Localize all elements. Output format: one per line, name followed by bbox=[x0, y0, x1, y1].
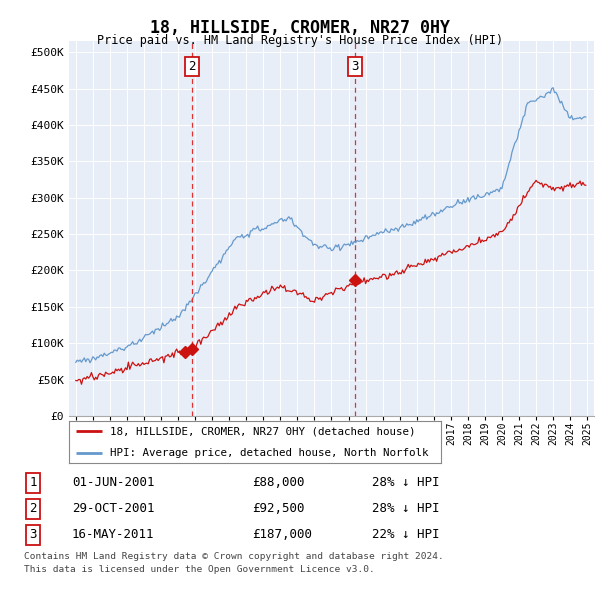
Text: 18, HILLSIDE, CROMER, NR27 0HY (detached house): 18, HILLSIDE, CROMER, NR27 0HY (detached… bbox=[110, 427, 415, 436]
Text: £187,000: £187,000 bbox=[252, 528, 312, 541]
Text: Price paid vs. HM Land Registry's House Price Index (HPI): Price paid vs. HM Land Registry's House … bbox=[97, 34, 503, 47]
Text: 18, HILLSIDE, CROMER, NR27 0HY: 18, HILLSIDE, CROMER, NR27 0HY bbox=[150, 19, 450, 37]
Text: 22% ↓ HPI: 22% ↓ HPI bbox=[372, 528, 439, 541]
Text: 01-JUN-2001: 01-JUN-2001 bbox=[72, 476, 155, 489]
Text: 16-MAY-2011: 16-MAY-2011 bbox=[72, 528, 155, 541]
Text: 3: 3 bbox=[351, 60, 359, 73]
Text: 2: 2 bbox=[29, 502, 37, 515]
Text: 3: 3 bbox=[29, 528, 37, 541]
Text: 29-OCT-2001: 29-OCT-2001 bbox=[72, 502, 155, 515]
Text: 1: 1 bbox=[29, 476, 37, 489]
Text: £88,000: £88,000 bbox=[252, 476, 305, 489]
Text: This data is licensed under the Open Government Licence v3.0.: This data is licensed under the Open Gov… bbox=[24, 565, 375, 574]
Text: 28% ↓ HPI: 28% ↓ HPI bbox=[372, 476, 439, 489]
Text: 28% ↓ HPI: 28% ↓ HPI bbox=[372, 502, 439, 515]
Text: 2: 2 bbox=[188, 60, 196, 73]
Text: Contains HM Land Registry data © Crown copyright and database right 2024.: Contains HM Land Registry data © Crown c… bbox=[24, 552, 444, 561]
Text: HPI: Average price, detached house, North Norfolk: HPI: Average price, detached house, Nort… bbox=[110, 448, 428, 457]
Text: £92,500: £92,500 bbox=[252, 502, 305, 515]
